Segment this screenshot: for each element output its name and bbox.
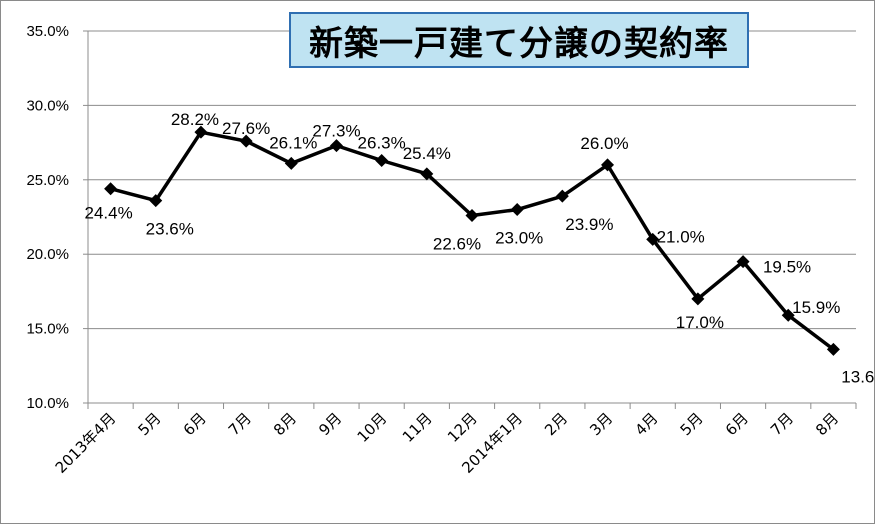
data-point — [691, 292, 705, 306]
x-tick-label: 2013年4月 — [52, 409, 120, 477]
x-tick-label: 5月 — [135, 409, 165, 439]
x-tick-label: 11月 — [399, 409, 436, 446]
data-point — [601, 158, 615, 172]
x-tick-label: 9月 — [315, 409, 345, 439]
x-tick-label: 4月 — [631, 409, 661, 439]
data-labels: 24.4% 23.6% 28.2% 27.6%26.1%27.3%26.3%25.4%… — [84, 110, 875, 386]
data-label: 26.0% — [580, 134, 628, 153]
data-label: 13.6% — [841, 367, 875, 386]
y-tick-label: 35.0% — [26, 23, 69, 40]
data-markers — [104, 125, 840, 356]
y-tick-label: 20.0% — [26, 246, 69, 263]
data-label: 23.9% — [565, 215, 613, 234]
data-point — [420, 167, 434, 181]
data-point — [239, 134, 253, 148]
data-label: 22.6% — [433, 235, 481, 254]
x-tick-label: 8月 — [812, 409, 842, 439]
x-tick-label: 6月 — [722, 409, 752, 439]
data-point — [736, 255, 750, 269]
x-tick-label: 6月 — [180, 409, 210, 439]
data-label: 26.3% — [358, 133, 406, 152]
data-label: 24.4% — [84, 204, 132, 223]
data-point — [375, 153, 389, 167]
y-tick-label: 10.0% — [26, 395, 69, 412]
x-tick-label: 3月 — [586, 409, 616, 439]
y-tick-label: 15.0% — [26, 321, 69, 338]
data-label: 15.9% — [792, 298, 840, 317]
chart-title: 新築一戸建て分譲の契約率 — [309, 23, 729, 64]
data-label: 27.6% — [222, 119, 270, 138]
chart-title-box: 新築一戸建て分譲の契約率 — [289, 12, 749, 68]
axes — [83, 30, 857, 409]
data-label: 19.5% — [763, 258, 811, 277]
x-tick-label: 7月 — [225, 409, 255, 439]
data-point — [194, 125, 208, 139]
data-label: 23.0% — [495, 229, 543, 248]
x-tick-label: 5月 — [677, 409, 707, 439]
data-label: 17.0% — [676, 313, 724, 332]
gridlines — [88, 30, 856, 330]
data-label: 27.3% — [312, 122, 360, 141]
data-point — [826, 342, 840, 356]
data-label: 23.6% — [146, 220, 194, 239]
y-tick-label: 25.0% — [26, 172, 69, 189]
y-axis-tick-labels: 10.0% 15.0% 20.0% 25.0% 30.0% 35.0% — [26, 23, 69, 412]
data-label: 25.4% — [403, 144, 451, 163]
data-label: 26.1% — [269, 133, 317, 152]
data-point — [284, 156, 298, 170]
x-tick-label: 2月 — [541, 409, 571, 439]
data-point — [329, 139, 343, 153]
data-label: 21.0% — [657, 227, 705, 246]
x-tick-label: 10月 — [354, 409, 391, 446]
data-point — [781, 308, 795, 322]
data-point — [510, 203, 524, 217]
data-point — [149, 194, 163, 208]
data-point — [104, 182, 118, 196]
data-point — [646, 232, 660, 246]
x-tick-label: 7月 — [767, 409, 797, 439]
x-tick-label: 8月 — [270, 409, 300, 439]
data-point — [555, 189, 569, 203]
data-point — [465, 209, 479, 223]
data-label: 28.2% — [171, 110, 219, 129]
x-tick-label: 12月 — [444, 409, 481, 446]
y-tick-label: 30.0% — [26, 97, 69, 114]
